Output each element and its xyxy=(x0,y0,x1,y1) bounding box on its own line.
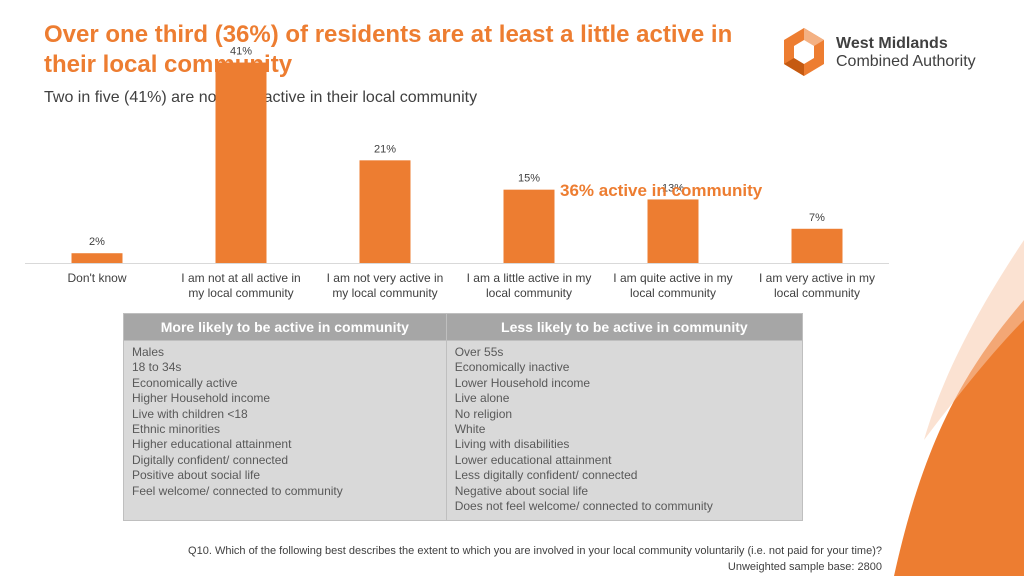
data-label-5: 7% xyxy=(809,212,825,224)
logo-line-2: Combined Authority xyxy=(836,53,976,70)
corner-decoration xyxy=(894,240,1024,576)
list-item: Digitally confident/ connected xyxy=(132,452,289,467)
wmca-hexagon-logo-icon xyxy=(784,28,824,76)
data-label-3: 15% xyxy=(518,173,540,185)
less-likely-list: Over 55s Economically inactive Lower Hou… xyxy=(445,339,804,522)
corner-orange-shape xyxy=(894,300,1024,576)
list-item: Live with children <18 xyxy=(132,406,248,421)
list-item: White xyxy=(454,422,486,437)
list-item: Lower educational attainment xyxy=(454,452,612,467)
list-item: Does not feel welcome/ connected to comm… xyxy=(454,499,713,514)
footnote: Q10. Which of the following best describ… xyxy=(188,543,882,575)
list-item: 18 to 34s xyxy=(132,360,182,375)
category-label-0: Don't know xyxy=(68,271,127,285)
bar-3 xyxy=(503,189,555,263)
category-label-2: I am not very active in my local communit… xyxy=(327,271,444,300)
more-likely-header: More likely to be active in community xyxy=(123,313,447,341)
list-item: Economically active xyxy=(132,375,238,390)
corner-light-shape xyxy=(924,240,1024,440)
bar-5 xyxy=(791,228,843,263)
list-item: Ethnic minorities xyxy=(132,422,221,437)
less-likely-header: Less likely to be active in community xyxy=(445,313,804,341)
list-item: Males xyxy=(132,345,165,359)
category-label-5: I am very active in my local community xyxy=(759,271,875,300)
list-item: Living with disabilities xyxy=(454,437,570,452)
list-item: Live alone xyxy=(454,391,510,406)
more-likely-list: Males 18 to 34s Economically active High… xyxy=(123,339,447,522)
wmca-logo: West Midlands Combined Authority xyxy=(778,26,1008,78)
list-item: Less digitally confident/ connected xyxy=(454,468,638,483)
list-item: Negative about social life xyxy=(454,483,589,498)
chart-callout: 36% active in community xyxy=(560,181,763,200)
footnote-base: Unweighted sample base: 2800 xyxy=(727,561,882,573)
bar-0 xyxy=(71,253,123,263)
list-item: Feel welcome/ connected to community xyxy=(132,483,343,498)
bar-4 xyxy=(647,199,699,263)
logo-line-1: West Midlands xyxy=(836,35,948,52)
list-item: Higher educational attainment xyxy=(132,437,292,452)
category-label-4: I am quite active in my local community xyxy=(613,271,732,300)
bar-chart: 2% Don't know 41% I am not at all active in… xyxy=(25,46,889,300)
list-item: Higher Household income xyxy=(132,391,271,406)
list-item: Economically inactive xyxy=(454,360,570,375)
bar-1 xyxy=(215,62,267,263)
data-label-2: 21% xyxy=(374,143,396,155)
category-label-3: I am a little active in my local communit… xyxy=(467,271,592,300)
list-item: Lower Household income xyxy=(454,375,591,390)
list-item: No religion xyxy=(454,406,513,421)
page-title: Over one third (36%) of residents are at… xyxy=(44,21,733,78)
data-label-1: 41% xyxy=(230,46,252,58)
drivers-table: More likely to be active in community Le… xyxy=(123,313,804,522)
list-item: Over 55s xyxy=(454,345,504,359)
footnote-question: Q10. Which of the following best describ… xyxy=(188,545,882,557)
data-label-4: 13% xyxy=(662,182,684,194)
category-label-1: I am not at all active in my local commun… xyxy=(181,271,300,300)
bar-2 xyxy=(359,160,411,263)
data-label-0: 2% xyxy=(89,236,105,248)
list-item: Positive about social life xyxy=(132,468,261,483)
